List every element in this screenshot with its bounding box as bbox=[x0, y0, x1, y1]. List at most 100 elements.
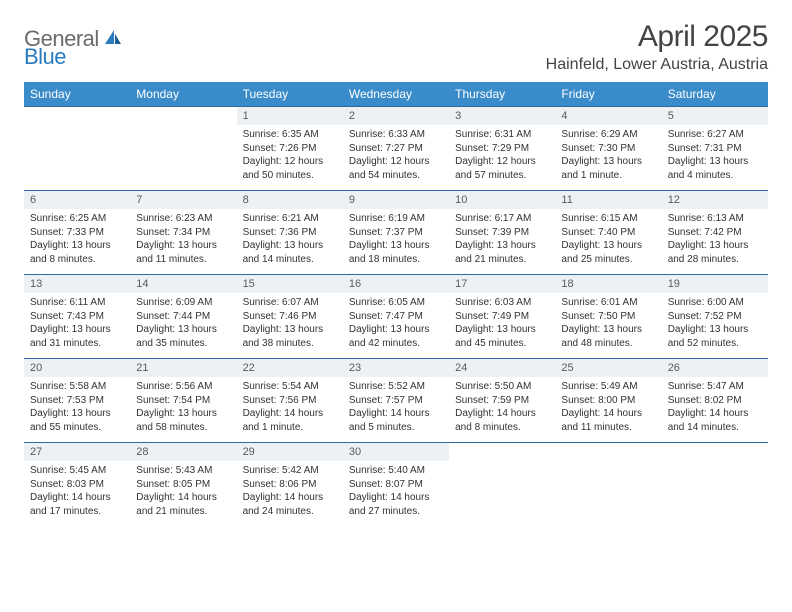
daylight-text: Daylight: 12 hours and 54 minutes. bbox=[349, 155, 443, 182]
day-details: Sunrise: 6:05 AMSunset: 7:47 PMDaylight:… bbox=[343, 293, 449, 356]
daylight-text: Daylight: 13 hours and 45 minutes. bbox=[455, 323, 549, 350]
day-details: Sunrise: 5:47 AMSunset: 8:02 PMDaylight:… bbox=[662, 377, 768, 440]
calendar-body: ....1Sunrise: 6:35 AMSunset: 7:26 PMDayl… bbox=[24, 107, 768, 527]
sunrise-text: Sunrise: 5:42 AM bbox=[243, 464, 337, 478]
sunrise-text: Sunrise: 6:33 AM bbox=[349, 128, 443, 142]
daylight-text: Daylight: 14 hours and 17 minutes. bbox=[30, 491, 124, 518]
sunset-text: Sunset: 7:39 PM bbox=[455, 226, 549, 240]
sunset-text: Sunset: 7:56 PM bbox=[243, 394, 337, 408]
day-number: 2 bbox=[343, 107, 449, 125]
sunrise-text: Sunrise: 5:43 AM bbox=[136, 464, 230, 478]
day-details: Sunrise: 6:27 AMSunset: 7:31 PMDaylight:… bbox=[662, 125, 768, 188]
sunrise-text: Sunrise: 6:25 AM bbox=[30, 212, 124, 226]
calendar-table: Sunday Monday Tuesday Wednesday Thursday… bbox=[24, 82, 768, 527]
sunset-text: Sunset: 7:46 PM bbox=[243, 310, 337, 324]
day-number: 22 bbox=[237, 359, 343, 377]
calendar-day-cell: 30Sunrise: 5:40 AMSunset: 8:07 PMDayligh… bbox=[343, 443, 449, 527]
calendar-day-cell: 13Sunrise: 6:11 AMSunset: 7:43 PMDayligh… bbox=[24, 275, 130, 359]
day-details: Sunrise: 6:29 AMSunset: 7:30 PMDaylight:… bbox=[555, 125, 661, 188]
calendar-day-cell: 14Sunrise: 6:09 AMSunset: 7:44 PMDayligh… bbox=[130, 275, 236, 359]
calendar-day-cell: 18Sunrise: 6:01 AMSunset: 7:50 PMDayligh… bbox=[555, 275, 661, 359]
calendar-week-row: 20Sunrise: 5:58 AMSunset: 7:53 PMDayligh… bbox=[24, 359, 768, 443]
daylight-text: Daylight: 14 hours and 5 minutes. bbox=[349, 407, 443, 434]
sunrise-text: Sunrise: 6:23 AM bbox=[136, 212, 230, 226]
calendar-day-cell: 25Sunrise: 5:49 AMSunset: 8:00 PMDayligh… bbox=[555, 359, 661, 443]
calendar-day-cell: 8Sunrise: 6:21 AMSunset: 7:36 PMDaylight… bbox=[237, 191, 343, 275]
daylight-text: Daylight: 13 hours and 21 minutes. bbox=[455, 239, 549, 266]
col-monday: Monday bbox=[130, 82, 236, 107]
daylight-text: Daylight: 14 hours and 14 minutes. bbox=[668, 407, 762, 434]
day-details: Sunrise: 5:54 AMSunset: 7:56 PMDaylight:… bbox=[237, 377, 343, 440]
day-details: Sunrise: 6:09 AMSunset: 7:44 PMDaylight:… bbox=[130, 293, 236, 356]
calendar-day-cell: 3Sunrise: 6:31 AMSunset: 7:29 PMDaylight… bbox=[449, 107, 555, 191]
day-number: 20 bbox=[24, 359, 130, 377]
day-number: 4 bbox=[555, 107, 661, 125]
logo-text-blue: Blue bbox=[24, 44, 66, 69]
calendar-day-cell: 20Sunrise: 5:58 AMSunset: 7:53 PMDayligh… bbox=[24, 359, 130, 443]
sunrise-text: Sunrise: 6:11 AM bbox=[30, 296, 124, 310]
day-number: 17 bbox=[449, 275, 555, 293]
daylight-text: Daylight: 13 hours and 31 minutes. bbox=[30, 323, 124, 350]
calendar-day-cell: 1Sunrise: 6:35 AMSunset: 7:26 PMDaylight… bbox=[237, 107, 343, 191]
day-number: 24 bbox=[449, 359, 555, 377]
daylight-text: Daylight: 13 hours and 52 minutes. bbox=[668, 323, 762, 350]
daylight-text: Daylight: 12 hours and 50 minutes. bbox=[243, 155, 337, 182]
calendar-day-cell: 16Sunrise: 6:05 AMSunset: 7:47 PMDayligh… bbox=[343, 275, 449, 359]
sunrise-text: Sunrise: 5:58 AM bbox=[30, 380, 124, 394]
calendar-day-cell: 19Sunrise: 6:00 AMSunset: 7:52 PMDayligh… bbox=[662, 275, 768, 359]
day-number: 28 bbox=[130, 443, 236, 461]
calendar-day-cell: 6Sunrise: 6:25 AMSunset: 7:33 PMDaylight… bbox=[24, 191, 130, 275]
day-details: Sunrise: 6:00 AMSunset: 7:52 PMDaylight:… bbox=[662, 293, 768, 356]
day-details: Sunrise: 6:01 AMSunset: 7:50 PMDaylight:… bbox=[555, 293, 661, 356]
day-details: Sunrise: 5:56 AMSunset: 7:54 PMDaylight:… bbox=[130, 377, 236, 440]
day-number: 14 bbox=[130, 275, 236, 293]
sunrise-text: Sunrise: 6:35 AM bbox=[243, 128, 337, 142]
sunset-text: Sunset: 7:49 PM bbox=[455, 310, 549, 324]
calendar-day-cell: 29Sunrise: 5:42 AMSunset: 8:06 PMDayligh… bbox=[237, 443, 343, 527]
sunset-text: Sunset: 7:53 PM bbox=[30, 394, 124, 408]
sunrise-text: Sunrise: 5:54 AM bbox=[243, 380, 337, 394]
sunrise-text: Sunrise: 6:29 AM bbox=[561, 128, 655, 142]
daylight-text: Daylight: 13 hours and 14 minutes. bbox=[243, 239, 337, 266]
day-details: Sunrise: 5:58 AMSunset: 7:53 PMDaylight:… bbox=[24, 377, 130, 440]
day-details: Sunrise: 6:11 AMSunset: 7:43 PMDaylight:… bbox=[24, 293, 130, 356]
sunrise-text: Sunrise: 6:05 AM bbox=[349, 296, 443, 310]
day-details: Sunrise: 5:40 AMSunset: 8:07 PMDaylight:… bbox=[343, 461, 449, 524]
sunrise-text: Sunrise: 5:40 AM bbox=[349, 464, 443, 478]
sunrise-text: Sunrise: 6:31 AM bbox=[455, 128, 549, 142]
day-number: 18 bbox=[555, 275, 661, 293]
col-wednesday: Wednesday bbox=[343, 82, 449, 107]
sunset-text: Sunset: 8:07 PM bbox=[349, 478, 443, 492]
sunrise-text: Sunrise: 6:00 AM bbox=[668, 296, 762, 310]
calendar-day-cell: 4Sunrise: 6:29 AMSunset: 7:30 PMDaylight… bbox=[555, 107, 661, 191]
daylight-text: Daylight: 12 hours and 57 minutes. bbox=[455, 155, 549, 182]
sunrise-text: Sunrise: 6:19 AM bbox=[349, 212, 443, 226]
calendar-header-row: Sunday Monday Tuesday Wednesday Thursday… bbox=[24, 82, 768, 107]
calendar-day-cell: 24Sunrise: 5:50 AMSunset: 7:59 PMDayligh… bbox=[449, 359, 555, 443]
sunrise-text: Sunrise: 6:07 AM bbox=[243, 296, 337, 310]
daylight-text: Daylight: 13 hours and 55 minutes. bbox=[30, 407, 124, 434]
day-details: Sunrise: 5:50 AMSunset: 7:59 PMDaylight:… bbox=[449, 377, 555, 440]
header: General April 2025 Hainfeld, Lower Austr… bbox=[24, 20, 768, 74]
calendar-day-cell: 26Sunrise: 5:47 AMSunset: 8:02 PMDayligh… bbox=[662, 359, 768, 443]
sunset-text: Sunset: 7:54 PM bbox=[136, 394, 230, 408]
sunset-text: Sunset: 7:50 PM bbox=[561, 310, 655, 324]
sunset-text: Sunset: 7:57 PM bbox=[349, 394, 443, 408]
sunset-text: Sunset: 7:40 PM bbox=[561, 226, 655, 240]
daylight-text: Daylight: 13 hours and 4 minutes. bbox=[668, 155, 762, 182]
day-details: Sunrise: 5:52 AMSunset: 7:57 PMDaylight:… bbox=[343, 377, 449, 440]
col-sunday: Sunday bbox=[24, 82, 130, 107]
daylight-text: Daylight: 14 hours and 27 minutes. bbox=[349, 491, 443, 518]
sunset-text: Sunset: 7:42 PM bbox=[668, 226, 762, 240]
calendar-day-cell: 12Sunrise: 6:13 AMSunset: 7:42 PMDayligh… bbox=[662, 191, 768, 275]
day-number: 5 bbox=[662, 107, 768, 125]
calendar-week-row: 6Sunrise: 6:25 AMSunset: 7:33 PMDaylight… bbox=[24, 191, 768, 275]
daylight-text: Daylight: 13 hours and 35 minutes. bbox=[136, 323, 230, 350]
day-details: Sunrise: 5:49 AMSunset: 8:00 PMDaylight:… bbox=[555, 377, 661, 440]
day-number: 19 bbox=[662, 275, 768, 293]
sunset-text: Sunset: 8:06 PM bbox=[243, 478, 337, 492]
sunset-text: Sunset: 8:02 PM bbox=[668, 394, 762, 408]
daylight-text: Daylight: 13 hours and 11 minutes. bbox=[136, 239, 230, 266]
sunset-text: Sunset: 7:26 PM bbox=[243, 142, 337, 156]
calendar-week-row: ....1Sunrise: 6:35 AMSunset: 7:26 PMDayl… bbox=[24, 107, 768, 191]
